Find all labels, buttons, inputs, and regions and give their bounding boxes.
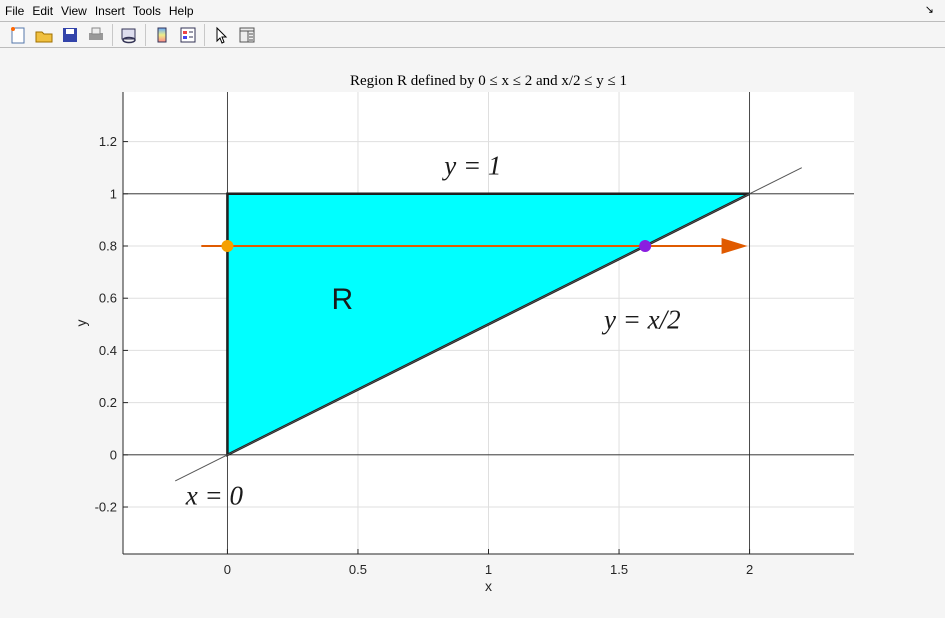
print-button[interactable] [86,25,106,45]
pointer-icon [216,26,228,44]
menu-file[interactable]: File [5,3,25,18]
point-marker [639,240,652,252]
property-inspector-icon [239,27,255,42]
new-figure-button[interactable] [8,25,28,45]
x-tick-label: 2 [746,562,753,577]
menu-insert[interactable]: Insert [94,3,125,18]
toolbar [0,21,945,48]
print-icon [89,27,103,40]
line-y-equals-x-over-2 [174,167,803,482]
y-tick-label: 0.6 [99,291,117,306]
y-tick-label: 0.4 [99,343,117,358]
save-button[interactable] [60,25,80,45]
toolbar-separator [204,23,205,46]
save-icon [63,27,77,42]
x-axis-label: x [485,578,492,594]
annotation-y-equals-x-over-2: y = x/2 [601,304,681,334]
menu-tools[interactable]: Tools [132,3,161,18]
x-tick-label: 1.5 [610,562,628,577]
chart-title: Region R defined by 0 ≤ x ≤ 2 and x/2 ≤ … [350,73,627,89]
annotation-y-equals-1: y = 1 [441,151,501,181]
undock-icon[interactable]: ↘ [924,4,934,16]
region-label: R [331,283,353,316]
x-tick-label: 0 [224,562,231,577]
colorbar-icon [157,27,167,42]
y-tick-label: 1 [110,186,117,201]
menu-bar: File Edit View Insert Tools Help ↘ [0,0,945,21]
y-axis-label: y [73,320,89,327]
y-tick-label: 0.8 [99,239,117,254]
link-plot-button[interactable] [119,25,139,45]
annotation-x-equals-0: x = 0 [185,481,244,511]
menu-edit[interactable]: Edit [32,3,54,18]
arrow-head-icon [721,238,748,254]
pointer-button[interactable] [211,25,231,45]
menu-help[interactable]: Help [168,3,194,18]
x-tick-label: 0.5 [349,562,367,577]
new-figure-icon [11,26,25,43]
legend-button[interactable] [178,25,198,45]
legend-icon [180,27,196,42]
point-marker [221,240,234,252]
y-tick-label: 0.2 [99,395,117,410]
link-plot-icon [121,28,136,43]
open-file-button[interactable] [34,25,54,45]
y-tick-label: 0 [110,447,117,462]
toolbar-separator [145,23,146,46]
toolbar-separator [112,23,113,46]
chart: 0 0.5 1 1.5 2 -0.2 0 0.2 0.4 0.6 0.8 1 1.2 y = 1 y = x… [73,73,854,594]
y-tick-label: -0.2 [95,500,117,515]
open-file-icon [35,31,53,42]
menu-view[interactable]: View [61,3,87,18]
y-tick-label: 1.2 [99,134,117,149]
property-inspector-button[interactable] [237,25,257,45]
colorbar-button[interactable] [152,25,172,45]
x-tick-label: 1 [485,562,492,577]
